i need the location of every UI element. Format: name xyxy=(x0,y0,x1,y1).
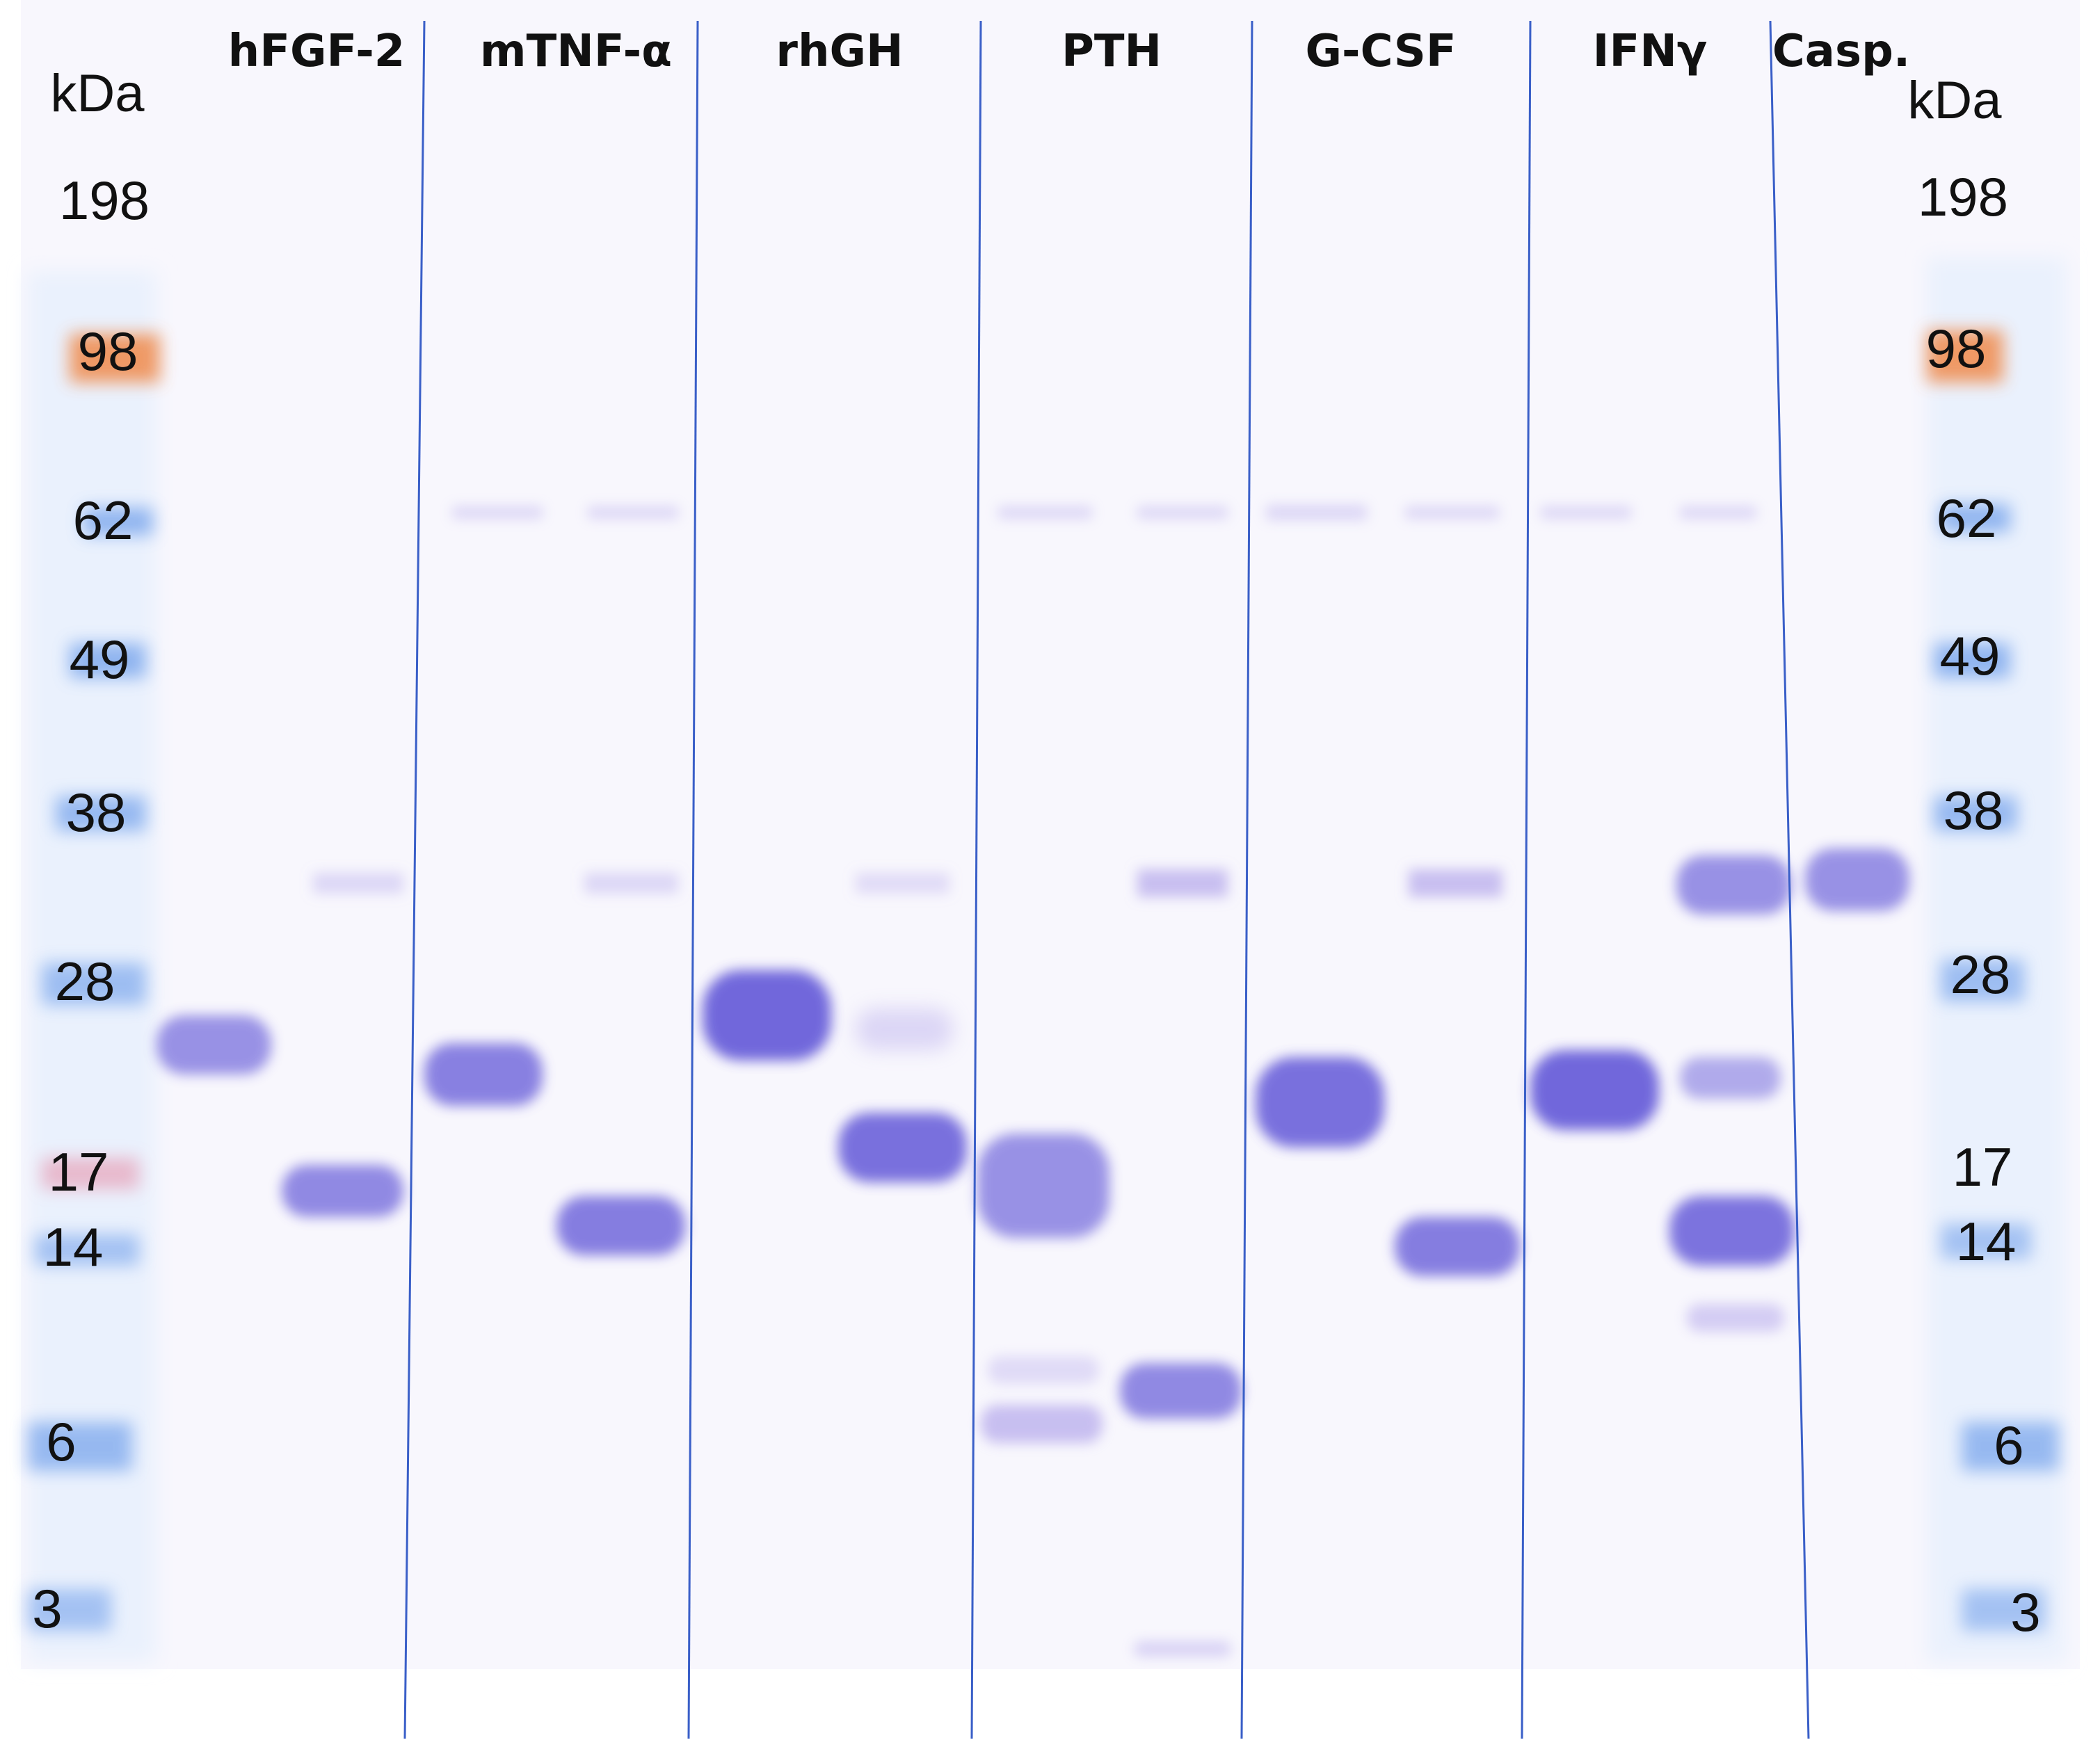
band-hfgf2-digested xyxy=(282,1165,403,1217)
lane-label-hfgf2: hFGF-2 xyxy=(228,26,406,77)
band-ifng-digested-mid xyxy=(1680,1057,1781,1099)
unit-label-right: kDa xyxy=(1907,71,2002,130)
faint-band xyxy=(1405,506,1499,519)
marker-left-6: 6 xyxy=(46,1411,76,1472)
band-pth-digested-bottom xyxy=(1134,1641,1231,1657)
ladder-right-band-62 xyxy=(1941,504,2010,532)
marker-left-49: 49 xyxy=(70,629,130,690)
unit-label-left: kDa xyxy=(50,64,145,123)
marker-right-198: 198 xyxy=(1918,166,2008,227)
ladder-right-band-49 xyxy=(1934,643,2010,678)
band-ifng-undigested xyxy=(1530,1050,1659,1130)
ladder-left-band-28 xyxy=(42,963,146,1005)
marker-right-14: 14 xyxy=(1956,1211,2017,1272)
marker-right-49: 49 xyxy=(1940,625,2001,686)
ladder-right-band-3 xyxy=(1962,1589,2045,1631)
lane-separator xyxy=(1521,20,1532,1739)
band-pth-faint xyxy=(988,1356,1099,1384)
ladder-right-band-6 xyxy=(1962,1422,2059,1471)
marker-right-38: 38 xyxy=(1943,780,2004,841)
lane-separator xyxy=(403,20,426,1739)
band-rhgh-smear xyxy=(856,1008,953,1050)
ladder-right-band-14 xyxy=(1941,1224,2031,1259)
marker-right-6: 6 xyxy=(1994,1415,2023,1476)
faint-band xyxy=(1137,506,1228,519)
band-gcsf-digested xyxy=(1395,1217,1520,1276)
lane-labels: hFGF-2 mTNF-α rhGH PTH G-CSF IFNγ Casp. xyxy=(228,26,1911,77)
band-ifng-digested-upper xyxy=(1676,855,1791,915)
band-hfgf2-undigested xyxy=(157,1015,271,1074)
gel-background xyxy=(21,0,2080,1669)
protein-bands xyxy=(157,848,1909,1657)
band-rhgh-undigested xyxy=(703,970,831,1061)
marker-left-198: 198 xyxy=(59,170,150,231)
lane-label-rhgh: rhGH xyxy=(776,26,903,77)
band-mtnf-digested xyxy=(556,1196,685,1255)
faint-band xyxy=(1409,869,1502,897)
marker-left-3: 3 xyxy=(32,1578,62,1639)
marker-right-98: 98 xyxy=(1926,318,1987,379)
gel-lower-margin xyxy=(21,1669,2080,1756)
marker-labels-right: 198 98 62 49 38 28 17 14 6 3 xyxy=(1918,166,2041,1643)
faint-band xyxy=(856,873,949,894)
faint-band xyxy=(313,873,403,894)
ladder-left-band-6 xyxy=(28,1422,132,1471)
ladder-left-band-14 xyxy=(35,1234,139,1266)
marker-labels-left: 198 98 62 49 38 28 17 14 6 3 xyxy=(32,170,150,1639)
lane-separator xyxy=(970,20,982,1739)
lane-label-pth: PTH xyxy=(1061,26,1162,77)
lane-label-gcsf: G-CSF xyxy=(1305,26,1456,77)
marker-right-28: 28 xyxy=(1950,944,2011,1005)
band-ifng-digested-bottom xyxy=(1687,1304,1784,1332)
lane-separators xyxy=(403,20,1810,1739)
faint-band xyxy=(1266,505,1367,520)
ladder-right-band-38 xyxy=(1934,796,2017,831)
ladder-left-band-3 xyxy=(28,1589,111,1631)
faint-high-bands xyxy=(452,505,1756,520)
light-mid-bands xyxy=(313,869,1502,897)
ladder-right-band-98 xyxy=(1927,330,2003,382)
lane-separator xyxy=(687,20,699,1739)
faint-band xyxy=(1541,506,1631,519)
ladder-left-band-38 xyxy=(56,796,146,831)
ladder-left-band-49 xyxy=(70,643,146,678)
lane-label-ifng: IFNγ xyxy=(1593,26,1708,77)
band-caspase xyxy=(1805,848,1909,911)
faint-band xyxy=(588,506,678,519)
marker-left-17: 17 xyxy=(49,1141,109,1202)
marker-left-62: 62 xyxy=(73,490,134,551)
ladder-left-band-98 xyxy=(70,334,160,382)
faint-band xyxy=(998,506,1092,519)
marker-right-17: 17 xyxy=(1953,1136,2013,1198)
ladder-left-band-62 xyxy=(83,508,153,535)
marker-left-28: 28 xyxy=(55,951,115,1012)
marker-right-62: 62 xyxy=(1937,488,1997,549)
lane-separator xyxy=(1240,20,1253,1739)
marker-left-14: 14 xyxy=(43,1216,104,1278)
marker-right-3: 3 xyxy=(2010,1581,2040,1643)
ladder-right-band-28 xyxy=(1941,960,2024,1001)
band-mtnf-undigested xyxy=(424,1043,543,1106)
lane-label-caspase: Casp. xyxy=(1772,26,1910,77)
marker-left-98: 98 xyxy=(78,321,138,382)
lane-separator xyxy=(1769,20,1810,1739)
ladder-left xyxy=(28,271,160,1662)
faint-band xyxy=(452,506,543,519)
marker-left-38: 38 xyxy=(66,782,127,843)
lane-label-mtnf: mTNF-α xyxy=(480,26,672,77)
ladder-right xyxy=(1927,257,2066,1662)
faint-band xyxy=(1137,869,1228,897)
band-pth-lower xyxy=(981,1405,1103,1443)
ladder-left-band-17 xyxy=(42,1158,139,1189)
faint-band xyxy=(584,873,678,894)
faint-band xyxy=(1680,506,1756,519)
band-ifng-digested-lower xyxy=(1669,1196,1795,1266)
band-pth-upper xyxy=(977,1134,1109,1238)
band-pth-digested xyxy=(1120,1363,1242,1419)
band-gcsf-undigested xyxy=(1256,1057,1384,1147)
band-rhgh-digested xyxy=(838,1113,967,1182)
